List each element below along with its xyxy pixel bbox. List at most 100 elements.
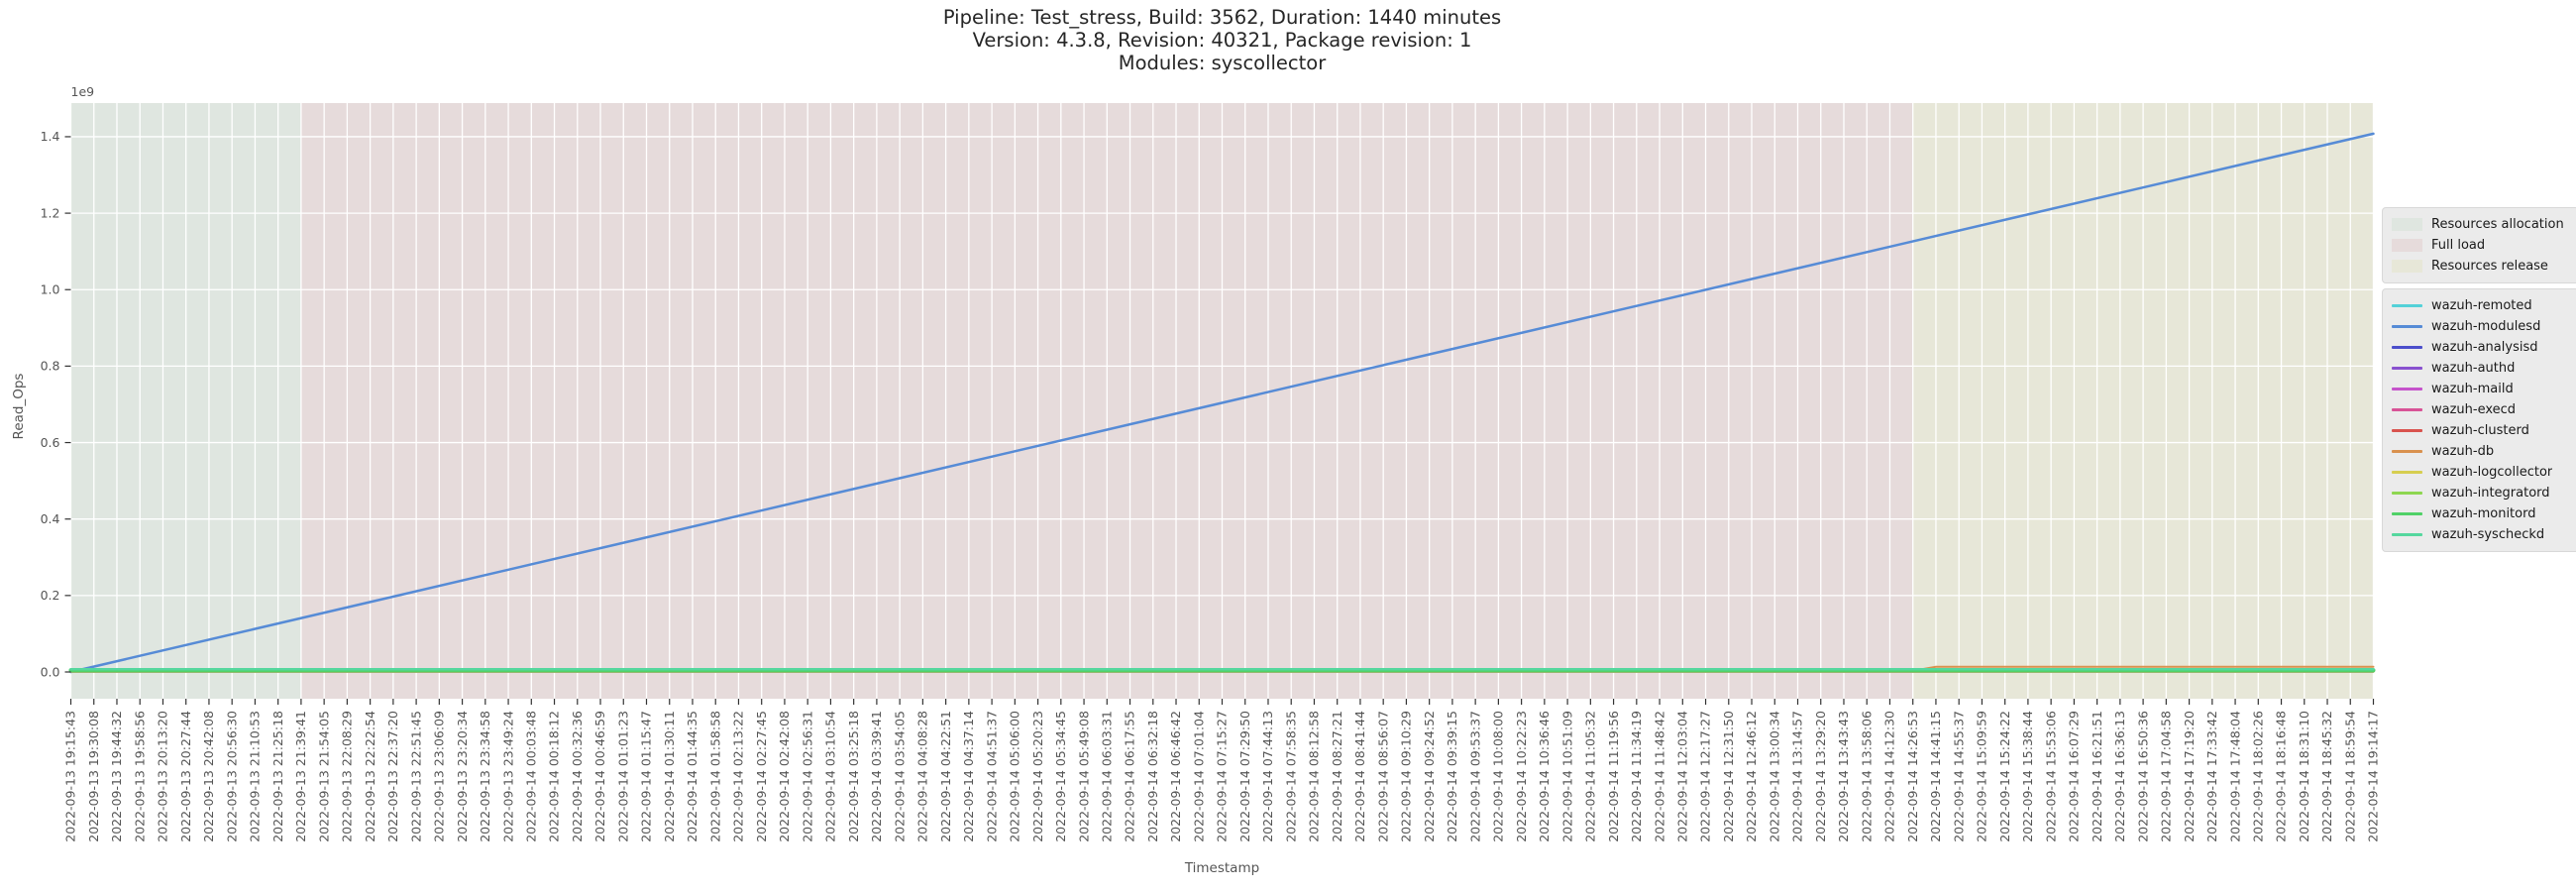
x-tick-label: 2022-09-14 01:01:23 (615, 711, 630, 842)
x-tick-label: 2022-09-14 12:17:27 (1698, 711, 1713, 842)
x-tick-label: 2022-09-13 20:56:30 (224, 711, 239, 842)
legend-series-swatch (2392, 429, 2422, 432)
y-tick-label: 1.4 (41, 129, 60, 144)
x-tick-label: 2022-09-14 02:13:22 (731, 711, 746, 842)
legend-item-series: wazuh-db (2392, 441, 2572, 462)
legend-zone-swatch (2392, 239, 2422, 252)
y-axis-label: Read_Ops (11, 374, 27, 440)
legend-series-label: wazuh-remoted (2431, 298, 2532, 313)
x-tick-label: 2022-09-14 04:08:28 (915, 711, 930, 842)
legend-item-series: wazuh-monitord (2392, 503, 2572, 524)
x-tick-label: 2022-09-13 19:15:43 (63, 711, 78, 842)
legend-item-zone: Resources release (2392, 256, 2572, 277)
x-tick-label: 2022-09-14 17:19:20 (2182, 711, 2197, 842)
x-tick-label: 2022-09-14 19:14:17 (2366, 711, 2381, 842)
x-tick-label: 2022-09-14 11:05:32 (1583, 711, 1598, 842)
legend-series-label: wazuh-clusterd (2431, 423, 2529, 438)
x-tick-label: 2022-09-14 00:46:59 (592, 711, 607, 842)
legend-series-label: wazuh-logcollector (2431, 465, 2553, 480)
legend-series-swatch (2392, 367, 2422, 370)
y-tick-label: 1.0 (41, 282, 60, 297)
chart-title-line-1: Pipeline: Test_stress, Build: 3562, Dura… (942, 6, 1502, 29)
series-lines (68, 132, 2376, 674)
x-tick-label: 2022-09-13 19:58:56 (132, 711, 147, 842)
x-tick-label: 2022-09-14 10:08:00 (1491, 711, 1506, 842)
legend-item-series: wazuh-integratord (2392, 483, 2572, 503)
x-tick-label: 2022-09-14 16:21:51 (2090, 711, 2104, 842)
x-tick-label: 2022-09-14 13:58:06 (1859, 711, 1874, 842)
chart-title-line-2: Version: 4.3.8, Revision: 40321, Package… (972, 29, 1472, 52)
legend-series-label: wazuh-execd (2431, 402, 2517, 417)
y-tick-label: 0.6 (41, 435, 60, 450)
x-tick-label: 2022-09-13 20:42:08 (201, 711, 216, 842)
x-tick-label: 2022-09-14 00:18:12 (547, 711, 562, 842)
x-tick-label: 2022-09-14 11:48:42 (1652, 711, 1666, 842)
legend-series-label: wazuh-maild (2431, 382, 2514, 396)
legend-series-swatch (2392, 408, 2422, 411)
x-tick-label: 2022-09-14 14:12:30 (1882, 711, 1897, 842)
x-tick-label: 2022-09-13 20:13:20 (156, 711, 170, 842)
x-tick-label: 2022-09-14 08:27:21 (1330, 711, 1344, 842)
series-line-wazuh-modulesd (69, 132, 2375, 674)
grid-lines (69, 103, 2375, 699)
x-tick-label: 2022-09-14 08:12:58 (1307, 711, 1322, 842)
x-tick-label: 2022-09-14 15:09:59 (1975, 711, 1989, 842)
y-tick-label: 0.4 (41, 511, 60, 526)
legend-item-zone: Full load (2392, 235, 2572, 256)
legend-item-series: wazuh-logcollector (2392, 462, 2572, 483)
x-tick-label: 2022-09-14 07:58:35 (1283, 711, 1298, 842)
x-tick-label: 2022-09-14 10:36:46 (1537, 711, 1552, 842)
legend-zone-swatch (2392, 260, 2422, 273)
x-tick-label: 2022-09-14 13:29:20 (1813, 711, 1828, 842)
x-tick-label: 2022-09-14 16:50:36 (2135, 711, 2150, 842)
x-tick-label: 2022-09-14 01:30:11 (662, 711, 677, 842)
x-tick-label: 2022-09-14 10:51:09 (1559, 711, 1574, 842)
legend-series-swatch (2392, 492, 2422, 495)
x-tick-label: 2022-09-14 17:04:58 (2159, 711, 2174, 842)
x-tick-label: 2022-09-13 21:25:18 (270, 711, 285, 842)
x-tick-label: 2022-09-14 15:24:22 (1997, 711, 2012, 842)
y-tick-label: 1.2 (41, 205, 60, 220)
x-tick-label: 2022-09-14 06:03:31 (1100, 711, 1115, 842)
x-tick-label: 2022-09-14 11:19:56 (1606, 711, 1621, 842)
x-tick-label: 2022-09-14 16:36:13 (2112, 711, 2127, 842)
legend-series-swatch (2392, 304, 2422, 307)
x-tick-label: 2022-09-14 14:55:37 (1951, 711, 1966, 842)
x-tick-label: 2022-09-14 15:53:06 (2043, 711, 2058, 842)
legend-series-label: wazuh-analysisd (2431, 340, 2538, 355)
x-tick-label: 2022-09-14 07:01:04 (1191, 711, 1206, 842)
x-tick-label: 2022-09-14 04:51:37 (984, 711, 999, 842)
legend-item-series: wazuh-clusterd (2392, 420, 2572, 441)
legend-item-series: wazuh-modulesd (2392, 316, 2572, 337)
x-tick-labels: 2022-09-13 19:15:43 2022-09-13 19:30:08 20… (63, 711, 2381, 842)
x-tick-label: 2022-09-14 13:14:57 (1790, 711, 1805, 842)
x-tick-label: 2022-09-14 14:26:53 (1905, 711, 1920, 842)
legend-series-swatch (2392, 512, 2422, 515)
x-tick-label: 2022-09-13 23:06:09 (432, 711, 447, 842)
x-tick-label: 2022-09-14 09:10:29 (1399, 711, 1414, 842)
x-tick-label: 2022-09-13 21:54:05 (316, 711, 331, 842)
x-tick-label: 2022-09-14 02:42:08 (777, 711, 792, 842)
legend-zone-label: Resources allocation (2431, 217, 2564, 232)
x-tick-label: 2022-09-14 12:46:12 (1744, 711, 1759, 842)
x-tick-label: 2022-09-14 08:56:07 (1375, 711, 1390, 842)
legend-item-series: wazuh-execd (2392, 399, 2572, 420)
x-tick-label: 2022-09-13 23:34:58 (478, 711, 492, 842)
x-tick-label: 2022-09-14 03:54:05 (892, 711, 907, 842)
legend-series-swatch (2392, 533, 2422, 536)
legend-item-series: wazuh-analysisd (2392, 337, 2572, 358)
x-tick-label: 2022-09-13 23:49:24 (500, 711, 515, 842)
x-tick-label: 2022-09-14 07:15:27 (1215, 711, 1230, 842)
x-tick-label: 2022-09-14 12:31:50 (1721, 711, 1736, 842)
x-tick-label: 2022-09-14 06:46:42 (1168, 711, 1183, 842)
x-tick-label: 2022-09-14 18:59:54 (2342, 711, 2357, 842)
x-tick-label: 2022-09-14 01:15:47 (639, 711, 654, 842)
x-tick-label: 2022-09-13 19:30:08 (86, 711, 101, 842)
legend-zones: Resources allocation Full load Resources r… (2382, 207, 2576, 283)
legend-series-swatch (2392, 471, 2422, 474)
x-tick-label: 2022-09-14 01:58:58 (707, 711, 722, 842)
x-tick-label: 2022-09-14 18:45:32 (2319, 711, 2334, 842)
x-tick-label: 2022-09-13 22:51:45 (408, 711, 423, 842)
